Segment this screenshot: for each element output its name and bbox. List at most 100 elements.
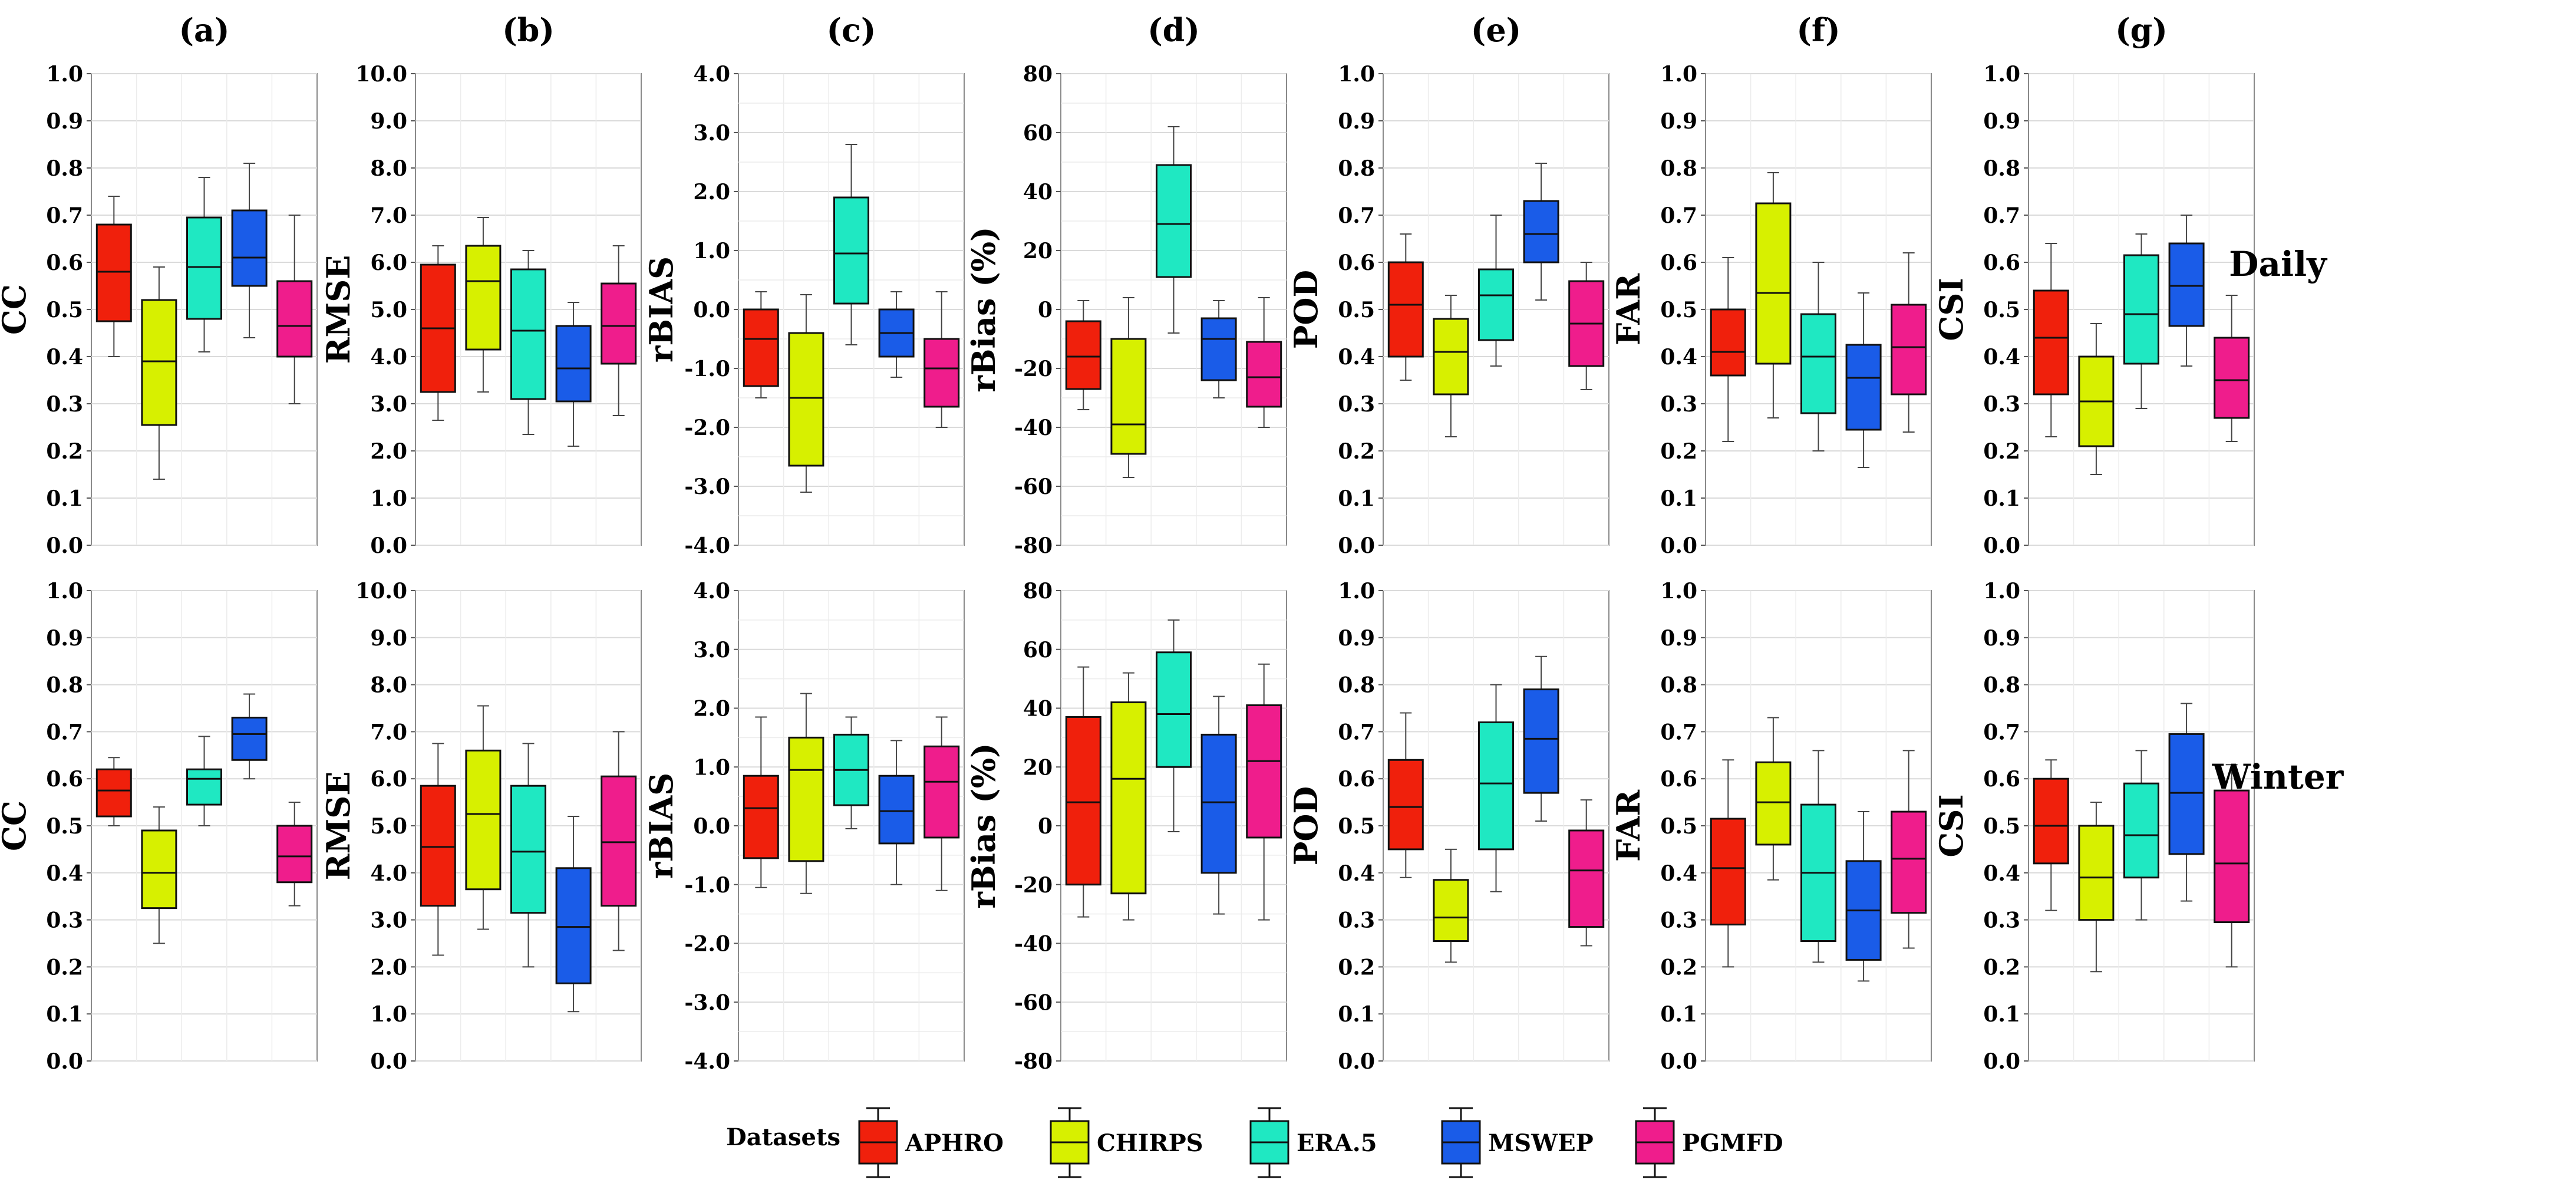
box-chirps: [1433, 848, 1469, 963]
box-pgmfd: [1891, 750, 1927, 949]
box-iqr: [510, 268, 546, 400]
y-tick-label: 0.7: [46, 720, 83, 744]
panel-e-winter: 0.0 0.1 0.2 0.3 0.4 0.5 0.6 0.7 0.8 0.9 1.0 POD: [1287, 579, 1609, 1074]
box-era5: [833, 716, 869, 829]
y-tick-label: 7.0: [370, 720, 407, 744]
box-chirps: [465, 705, 502, 930]
box-iqr: [2214, 789, 2250, 924]
box-era5: [186, 736, 222, 826]
y-tick-label: 4.0: [693, 579, 730, 604]
box-iqr: [743, 775, 779, 859]
y-tick-label: 3.0: [693, 638, 730, 663]
y-tick-label: 0.2: [1983, 439, 2020, 464]
y-tick-label: 0: [1038, 298, 1053, 322]
y-tick-label: 0.2: [1338, 439, 1375, 464]
y-tick-label: 0.0: [1660, 533, 1697, 558]
y-tick-label: 2.0: [370, 955, 407, 980]
y-tick-label: 3.0: [370, 392, 407, 417]
y-axis-label: RMSE: [319, 255, 357, 364]
y-axis-label: rBias (%): [965, 743, 1002, 908]
box-aphro: [2033, 243, 2069, 437]
row-label-daily: Daily: [2229, 244, 2328, 284]
box-mswep: [1845, 811, 1882, 982]
box-iqr: [186, 216, 222, 320]
box-mswep: [1845, 292, 1882, 468]
y-tick-label: 1.0: [693, 239, 730, 263]
y-tick-label: -60: [1014, 474, 1053, 499]
box-iqr: [1755, 202, 1792, 365]
box-era5: [2123, 233, 2159, 409]
y-tick-label: -1.0: [684, 873, 730, 898]
y-tick-label: 0.5: [1338, 298, 1375, 322]
y-tick-label: 3.0: [370, 908, 407, 933]
legend-label: CHIRPS: [1097, 1129, 1203, 1157]
box-era5: [1800, 262, 1836, 452]
y-tick-label: -60: [1014, 990, 1053, 1015]
box-era5: [1800, 750, 1836, 963]
y-axis-label: RMSE: [319, 772, 357, 881]
y-tick-label: 20: [1023, 239, 1053, 263]
y-tick-label: 0.0: [1660, 1049, 1697, 1074]
box-iqr: [555, 867, 592, 984]
y-tick-label: 0.9: [1338, 109, 1375, 134]
box-era5: [510, 743, 546, 968]
y-tick-label: -3.0: [684, 990, 730, 1015]
box-iqr: [2123, 782, 2159, 879]
box-mswep: [555, 816, 592, 1013]
y-tick-label: 0.2: [1983, 955, 2020, 980]
y-tick-label: 1.0: [693, 755, 730, 780]
box-aphro: [743, 291, 779, 398]
panel-b-winter: 0.0 1.0 2.0 3.0 4.0 5.0 6.0 7.0 8.0 9.0 10.0 RMSE: [319, 579, 642, 1074]
y-tick-label: 0.1: [46, 486, 83, 511]
box-aphro: [1065, 666, 1101, 918]
y-tick-label: 0.3: [1660, 392, 1697, 417]
box-aphro: [743, 716, 779, 888]
y-tick-label: 0.3: [46, 908, 83, 933]
y-tick-label: 0.0: [1983, 1049, 2020, 1074]
legend-label: ERA.5: [1297, 1129, 1377, 1157]
row-label-winter: Winter: [2212, 757, 2344, 797]
box-iqr: [231, 716, 268, 761]
y-tick-label: -1.0: [684, 357, 730, 381]
y-tick-label: 0.1: [1338, 1002, 1375, 1027]
panels-group: (a) 0.0 0.1 0.2 0.3 0.4 0.5 0.6 0.7 0.8 0.9 1.0 CC (b…: [0, 11, 2255, 1074]
legend-label: APHRO: [905, 1129, 1004, 1157]
y-tick-label: 1.0: [1338, 62, 1375, 87]
y-tick-label: 0.3: [1338, 392, 1375, 417]
y-tick-label: 40: [1023, 697, 1053, 721]
y-tick-label: 0.9: [1660, 109, 1697, 134]
y-tick-label: 0.4: [1338, 345, 1375, 370]
y-tick-label: 9.0: [370, 626, 407, 651]
y-tick-label: 1.0: [46, 62, 83, 87]
y-tick-label: 1.0: [370, 1002, 407, 1027]
panel-title-g: (g): [2115, 11, 2168, 49]
y-tick-label: 0.8: [1660, 156, 1697, 181]
y-tick-label: 0.0: [46, 1049, 83, 1074]
y-tick-label: 0.0: [1338, 533, 1375, 558]
box-iqr: [923, 338, 960, 408]
box-iqr: [1246, 341, 1282, 408]
y-tick-label: -4.0: [684, 533, 730, 558]
y-tick-label: 0.5: [1983, 298, 2020, 322]
box-mswep: [2168, 703, 2205, 902]
box-iqr: [1200, 733, 1237, 874]
box-aphro: [420, 245, 456, 421]
y-tick-label: 0.3: [1983, 392, 2020, 417]
y-axis-label: POD: [1287, 786, 1325, 865]
box-mswep: [1523, 163, 1559, 301]
y-tick-label: 0.0: [370, 533, 407, 558]
box-iqr: [833, 196, 869, 305]
y-tick-label: 4.0: [370, 861, 407, 886]
box-chirps: [1110, 297, 1147, 478]
box-era5: [833, 144, 869, 345]
y-tick-label: 1.0: [1660, 579, 1697, 604]
y-tick-label: 6.0: [370, 767, 407, 792]
box-mswep: [1200, 300, 1237, 398]
y-tick-label: 0.4: [46, 345, 83, 370]
legend-item-aphro: APHRO: [858, 1107, 1004, 1178]
box-pgmfd: [1891, 252, 1927, 433]
box-iqr: [555, 325, 592, 403]
y-tick-label: 0.8: [1660, 673, 1697, 698]
box-iqr: [1065, 716, 1101, 886]
box-iqr: [186, 768, 222, 806]
